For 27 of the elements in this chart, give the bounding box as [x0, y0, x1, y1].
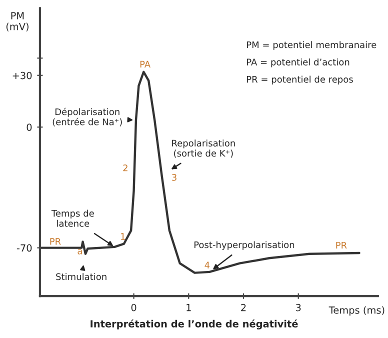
annotation: 2: [123, 164, 128, 172]
annotation: PR: [336, 242, 347, 249]
annotation: PR: [50, 238, 61, 245]
x-tick-label: 0: [131, 304, 136, 312]
y-tick-label: +30: [12, 72, 32, 80]
annotation: 1: [121, 233, 125, 240]
x-tick-label: 3: [296, 304, 301, 312]
annotation: 4: [204, 262, 210, 268]
annotation: Post-hyperpolarisation: [194, 241, 294, 250]
annotation: a: [78, 249, 82, 254]
annotation: PM = potentiel membranaire: [247, 41, 376, 50]
annotation: PR = potentiel de repos: [247, 76, 353, 84]
annotation: 3: [172, 174, 176, 181]
y-tick-label: 0: [26, 124, 32, 131]
annotation: Dépolarisation (entrée de Na⁺): [52, 108, 122, 126]
y-tick-label: -70: [16, 244, 32, 252]
annotation: Repolarisation (sortie de K⁺): [172, 140, 235, 158]
x-tick-label: 2: [241, 304, 246, 312]
annotation: PA = potentiel d’action: [247, 58, 350, 68]
annotation: Temps de latence: [51, 210, 94, 227]
y-axis-title: PM (mV): [6, 12, 28, 32]
line-series: [40, 70, 360, 274]
x-axis-title: Temps (ms): [328, 306, 384, 316]
text: Interprétation de l’onde de négativité: [90, 320, 298, 330]
x-tick-label: 1: [186, 304, 191, 312]
annotation: PA: [140, 60, 150, 68]
annotation: Stimulation: [56, 273, 106, 280]
